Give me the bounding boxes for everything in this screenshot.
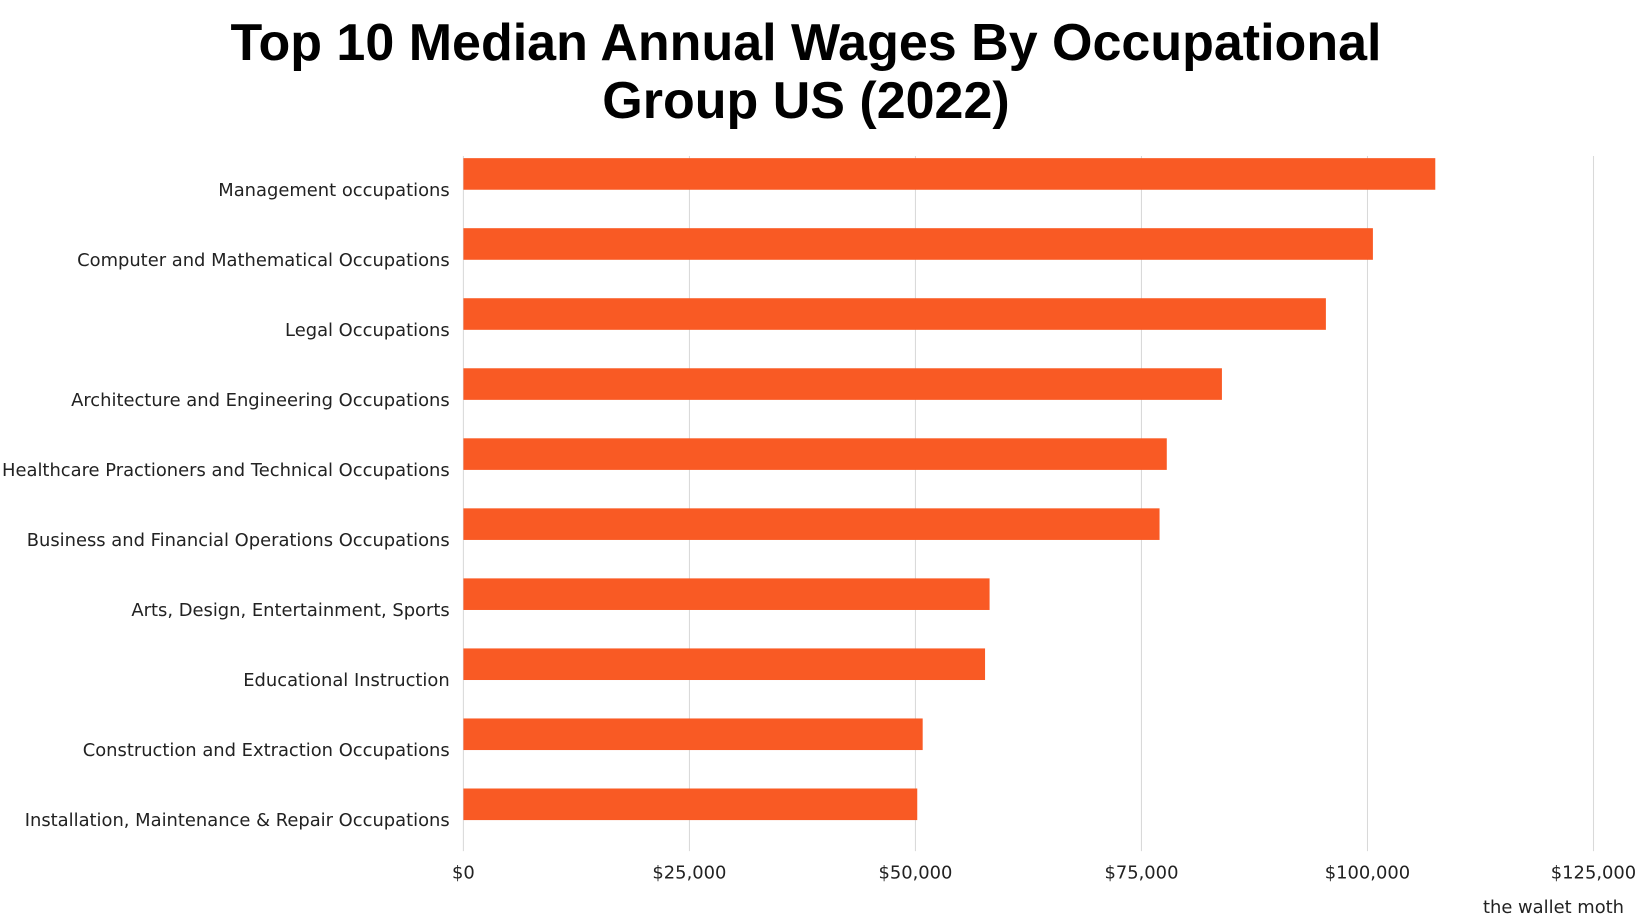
bar bbox=[463, 368, 1222, 400]
x-tick-label: $100,000 bbox=[1325, 862, 1410, 883]
bar bbox=[463, 158, 1436, 190]
y-tick-label: Computer and Mathematical Occupations bbox=[77, 250, 450, 271]
bar bbox=[463, 788, 918, 821]
bar bbox=[463, 578, 990, 610]
watermark: the wallet moth bbox=[1483, 897, 1624, 918]
y-tick-label: Construction and Extraction Occupations bbox=[83, 740, 450, 761]
y-tick-label: Legal Occupations bbox=[285, 320, 450, 341]
chart-title: Top 10 Median Annual Wages By Occupation… bbox=[230, 14, 1382, 130]
x-tick-label: $125,000 bbox=[1551, 862, 1636, 883]
x-tick-label: $75,000 bbox=[1104, 862, 1178, 883]
y-tick-label: Arts, Design, Entertainment, Sports bbox=[131, 600, 449, 621]
x-tick-label: $50,000 bbox=[878, 862, 952, 883]
y-tick-label: Installation, Maintenance & Repair Occup… bbox=[25, 810, 450, 831]
y-tick-label: Management occupations bbox=[218, 180, 449, 201]
y-tick-label: Healthcare Practioners and Technical Occ… bbox=[2, 460, 450, 481]
x-tick-label: $25,000 bbox=[652, 862, 726, 883]
bar bbox=[463, 648, 986, 681]
bar bbox=[463, 508, 1160, 540]
x-tick-label: $0 bbox=[452, 862, 475, 883]
y-tick-label: Business and Financial Operations Occupa… bbox=[27, 530, 450, 551]
y-tick-label: Educational Instruction bbox=[243, 670, 449, 691]
bar bbox=[463, 228, 1373, 260]
bar bbox=[463, 298, 1326, 330]
y-tick-label: Architecture and Engineering Occupations bbox=[71, 390, 450, 411]
bar bbox=[463, 438, 1167, 470]
bar bbox=[463, 718, 923, 751]
